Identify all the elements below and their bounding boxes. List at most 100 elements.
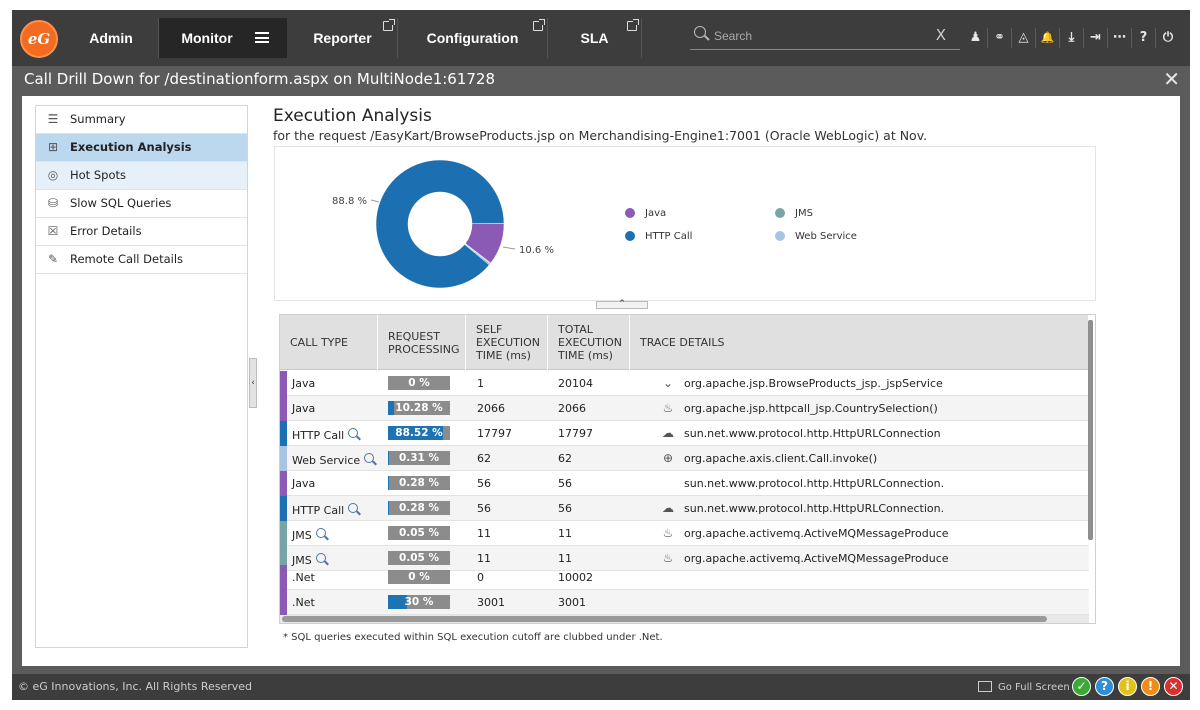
request-processing-value: 30 % xyxy=(404,596,434,608)
info-status-icon[interactable]: i xyxy=(1118,677,1137,696)
nav-tab-monitor[interactable]: Monitor xyxy=(159,18,287,58)
request-processing-bar: 0 % xyxy=(388,570,450,584)
sidebar-item-label: Error Details xyxy=(70,224,142,238)
sidebar-item-error-details[interactable]: ☒ Error Details xyxy=(36,218,247,246)
help-icon[interactable]: ? xyxy=(1132,28,1156,48)
sql-footnote: * SQL queries executed within SQL execut… xyxy=(283,632,663,643)
call-type-label: Web Service xyxy=(292,454,361,467)
trace-details: org.apache.jsp.BrowseProducts_jsp._jspSe… xyxy=(684,377,943,390)
table-row[interactable]: Java 0 % 1 20104 ⌄ org.apache.jsp.BrowseProdu… xyxy=(280,371,1089,396)
ok-status-icon[interactable]: ✓ xyxy=(1072,677,1091,696)
legend-item-java[interactable]: Java xyxy=(625,208,666,219)
legend-item-jms[interactable]: JMS xyxy=(775,208,813,219)
sidebar-item-remote-call-details[interactable]: ✎ Remote Call Details xyxy=(36,246,247,274)
table-row[interactable]: Java 10.28 % 2066 2066 ♨ org.apache.jsp.httpc… xyxy=(280,396,1089,421)
call-type-label: JMS xyxy=(292,529,312,542)
sidebar-item-summary[interactable]: ☰ Summary xyxy=(36,106,247,134)
total-execution-time: 20104 xyxy=(558,377,593,390)
warning-status-icon[interactable]: ! xyxy=(1141,677,1160,696)
request-processing-bar: 30 % xyxy=(388,595,450,609)
column-header-request-processing[interactable]: REQUEST PROCESSING xyxy=(378,315,466,370)
call-type-cell: Java xyxy=(292,402,315,415)
total-execution-time: 11 xyxy=(558,552,572,565)
eg-logo[interactable]: eG xyxy=(20,20,58,58)
column-header-call-type[interactable]: CALL TYPE xyxy=(280,315,378,370)
sidebar-item-slow-sql-queries[interactable]: ⛁ Slow SQL Queries xyxy=(36,190,247,218)
trace-details: sun.net.www.protocol.http.HttpURLConnect… xyxy=(684,427,941,440)
table-row[interactable]: HTTP Call 88.52 % 17797 17797 ☁ sun.net.www.p… xyxy=(280,421,1089,446)
donut-slice-http-call[interactable] xyxy=(375,159,505,289)
full-screen-label: Go Full Screen xyxy=(998,682,1070,693)
nav-tab-configuration[interactable]: Configuration xyxy=(398,18,548,58)
sidebar-item-hot-spots[interactable]: ◎ Hot Spots xyxy=(36,162,247,190)
critical-status-icon[interactable]: ✕ xyxy=(1164,677,1183,696)
legend-item-web-service[interactable]: Web Service xyxy=(775,231,857,242)
magnifier-icon[interactable] xyxy=(315,553,328,565)
vertical-scrollbar[interactable] xyxy=(1088,320,1093,540)
download-icon[interactable]: ⤓ xyxy=(1060,28,1084,48)
search-input[interactable] xyxy=(714,27,914,45)
table-row[interactable]: HTTP Call 0.28 % 56 56 ☁ sun.net.www.protocol… xyxy=(280,496,1089,521)
java-cup-icon: ♨ xyxy=(662,401,674,415)
nav-tab-sla[interactable]: SLA xyxy=(548,18,642,58)
go-full-screen-button[interactable]: Go Full Screen xyxy=(978,679,1070,693)
magnifier-icon[interactable] xyxy=(364,453,376,465)
magnifier-icon[interactable] xyxy=(348,428,360,440)
user-icon[interactable]: ♟ xyxy=(964,28,988,48)
self-execution-time: 11 xyxy=(477,527,491,540)
request-processing-value: 0 % xyxy=(408,571,430,583)
call-type-cell: Java xyxy=(292,477,315,490)
nav-tab-label: Admin xyxy=(89,30,133,46)
table-row[interactable]: JMS 0.05 % 11 11 ♨ org.apache.activemq.Active… xyxy=(280,521,1089,546)
call-type-cell: Web Service xyxy=(292,452,376,467)
top-navigation-bar: eG Admin Monitor Reporter Configuration … xyxy=(12,10,1190,65)
call-type-label: Java xyxy=(292,477,316,490)
menu-hamburger-icon[interactable] xyxy=(255,32,269,43)
horizontal-scrollbar[interactable] xyxy=(280,615,1089,623)
column-header-self-execution-time[interactable]: SELF EXECUTION TIME (ms) xyxy=(466,315,548,370)
unknown-status-icon[interactable]: ? xyxy=(1095,677,1114,696)
table-row[interactable]: Java 0.28 % 56 56 sun.net.www.protocol.http.… xyxy=(280,471,1089,496)
alarm-icon[interactable]: ◬ xyxy=(1012,28,1036,48)
legend-item-http-call[interactable]: HTTP Call xyxy=(625,231,692,242)
chart-toggle-button[interactable]: ⌃ xyxy=(596,300,648,309)
legend-swatch xyxy=(775,231,785,241)
request-processing-bar: 88.52 % xyxy=(388,426,450,440)
page-title: Execution Analysis xyxy=(273,106,432,126)
trace-details: sun.net.www.protocol.http.HttpURLConnect… xyxy=(684,477,945,490)
call-type-color-bar xyxy=(280,590,287,615)
search-box: X xyxy=(690,24,960,50)
clear-search-icon[interactable]: X xyxy=(935,26,946,44)
magnifier-icon[interactable] xyxy=(348,503,360,515)
total-execution-time: 3001 xyxy=(558,596,586,609)
sidebar-item-execution-analysis[interactable]: ⊞ Execution Analysis xyxy=(36,134,247,162)
jsp-icon: ⌄ xyxy=(662,376,674,390)
request-processing-value: 0.28 % xyxy=(398,502,440,514)
more-icon[interactable]: ⋯ xyxy=(1108,28,1132,48)
nav-tab-admin[interactable]: Admin xyxy=(64,18,159,58)
close-window-icon[interactable]: ✕ xyxy=(1163,67,1180,91)
legend-swatch xyxy=(775,208,785,218)
table-row[interactable]: Web Service 0.31 % 62 62 ⊕ org.apache.axis.cl… xyxy=(280,446,1089,471)
table-row[interactable]: .Net 30 % 3001 3001 xyxy=(280,590,1089,615)
collapse-sidebar-handle[interactable]: ‹ xyxy=(249,358,257,408)
nav-tab-reporter[interactable]: Reporter xyxy=(288,18,398,58)
column-header-trace-details[interactable]: TRACE DETAILS xyxy=(630,315,1089,370)
call-type-label: .Net xyxy=(292,571,315,584)
bell-icon[interactable]: 🔔 xyxy=(1036,28,1060,48)
column-header-total-execution-time[interactable]: TOTAL EXECUTION TIME (ms) xyxy=(548,315,630,370)
signout-icon[interactable]: ⇥ xyxy=(1084,28,1108,48)
magnifier-icon[interactable] xyxy=(315,528,328,540)
total-execution-time: 56 xyxy=(558,477,572,490)
link-icon[interactable]: ⚭ xyxy=(988,28,1012,48)
self-execution-time: 17797 xyxy=(477,427,512,440)
table-row[interactable]: JMS 0.05 % 11 11 ♨ org.apache.activemq.Active… xyxy=(280,546,1089,571)
summary-list-icon: ☰ xyxy=(47,112,59,126)
request-processing-value: 0.05 % xyxy=(398,552,440,564)
power-icon[interactable]: ⏻ xyxy=(1162,30,1174,45)
nav-tab-label: Configuration xyxy=(426,30,519,46)
legend-label: JMS xyxy=(795,208,813,219)
table-row[interactable]: .Net 0 % 0 10002 xyxy=(280,565,1089,590)
hotspot-target-icon: ◎ xyxy=(47,168,59,182)
scrollbar-thumb[interactable] xyxy=(282,616,1047,622)
